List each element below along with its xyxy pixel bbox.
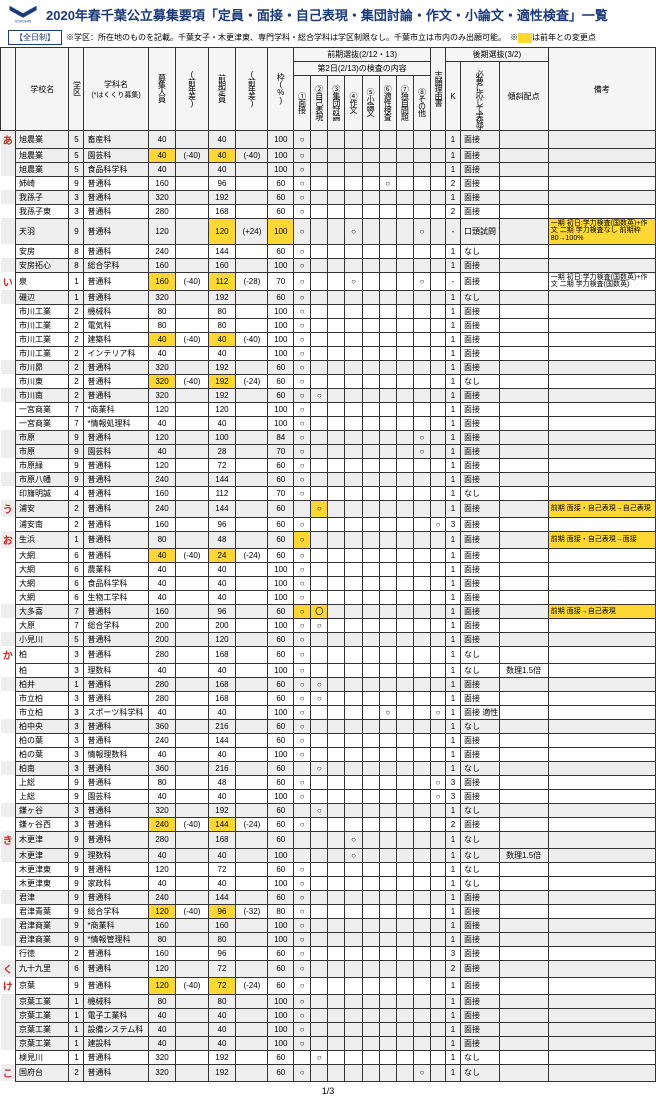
table-row: 市川工業2機械科8080100○1面接 — [1, 304, 656, 318]
table-row: 柏中央3普通科36021660○1なし — [1, 719, 656, 733]
hdr-waku: 枠(%) — [268, 48, 294, 131]
hdr-diff1: (前年差) — [176, 48, 208, 131]
page-number: 1/3 — [0, 1082, 656, 1100]
hdr-school: 学校名 — [15, 48, 69, 131]
table-row: 大多喜7普通科1609660○〇1面接前期 面接→自己表現 — [1, 604, 656, 618]
table-row: 上総9普通科804860○○3面接 — [1, 775, 656, 789]
table-row: 君津商業9*情報管理科8080100○1面接 — [1, 932, 656, 946]
hdr-c1: ①面接 — [294, 76, 311, 131]
table-row: こ国府台2普通科32019260○○1なし — [1, 1064, 656, 1081]
table-row: 柏南3普通科36021660○1なし — [1, 761, 656, 775]
table-row: 一宮商業7*情報処理科4040100○1面接 — [1, 416, 656, 430]
main-table: 学校名 学区 学科名(*はくくり募集) 募集人員 (前年差) 前期定員 (前年差… — [0, 47, 656, 1082]
hdr-c4: ④作文 — [345, 76, 362, 131]
hdr-zenki-cap: 前期定員 — [208, 48, 236, 131]
table-row: 市川東2普通科320(-40)192(-24)60○1なし — [1, 374, 656, 388]
table-row: 柏の葉3普通科24014460○1面接 — [1, 733, 656, 747]
page-title: 2020年春千葉公立募集要項「定員・面接・自己表現・集団討論・作文・小論文・適性… — [46, 5, 608, 24]
table-row: 市原八幡9普通科24014460○1面接 — [1, 472, 656, 486]
hdr-zenki: 前期選抜(2/12・13) — [294, 48, 431, 62]
hdr-day2: 第2日(2/13)の検査の内容 — [294, 62, 431, 76]
table-row: 安房8普通科24014460○1なし — [1, 244, 656, 258]
table-row: 市原9普通科12010084○○1面接 — [1, 430, 656, 444]
table-row: 検見川1普通科32019260○1なし — [1, 1050, 656, 1064]
table-row: 大網6農業科4040100○1面接 — [1, 562, 656, 576]
table-row: 京葉工業1設備システム科4040100○1面接 — [1, 1022, 656, 1036]
table-row: 市立柏3普通科28016860○○1面接 — [1, 691, 656, 705]
table-row: い泉1普通科160(-40)112(-28)70○○○-面接一期 初日:学力検査… — [1, 272, 656, 290]
hdr-c2: ②自己表現 — [311, 76, 328, 131]
table-row: 鎌ヶ谷3普通科32019260○1なし — [1, 803, 656, 817]
hdr-dept: 学科名(*はくくり募集) — [84, 48, 148, 131]
table-row: 旭農業5園芸科40(-40)40(-40)100○1面接 — [1, 148, 656, 162]
svg-text:ICHISHIN: ICHISHIN — [15, 19, 32, 23]
table-row: 我孫子東3普通科28016860○2面接 — [1, 204, 656, 218]
table-row: 行徳2普通科1609660○3面接 — [1, 946, 656, 960]
table-row: 市川工業2建築科40(-40)40(-40)100○1面接 — [1, 332, 656, 346]
hdr-keisha: 傾斜配点 — [499, 62, 548, 131]
zen-nichi-badge: 【全日制】 — [8, 30, 62, 45]
table-row: 市川昴2普通科32019260○1面接 — [1, 360, 656, 374]
table-row: 木更津9理数科4040100○1なし数理1.5倍 — [1, 848, 656, 862]
table-row: 大網6生物工学科4040100○1面接 — [1, 590, 656, 604]
table-row: 安房拓心8総合学科160160100○1面接 — [1, 258, 656, 272]
table-row: 市原9園芸科402870○○1面接 — [1, 444, 656, 458]
hdr-hitsuyou: 必要に応じて実施する検査 — [461, 62, 500, 131]
table-row: 柏3理数科4040100○1なし数理1.5倍 — [1, 663, 656, 677]
table-row: 京葉工業1機械科8080100○1面接 — [1, 994, 656, 1008]
table-row: 市原緑9普通科1207260○1面接 — [1, 458, 656, 472]
table-row: 京葉工業1建設科4040100○1面接 — [1, 1036, 656, 1050]
table-row: 君津商業9*商業科160160100○1面接 — [1, 918, 656, 932]
table-row: 姉崎9普通科1609660○○2面接 — [1, 176, 656, 190]
hdr-zone: 学区 — [69, 48, 84, 131]
table-row: 大原7総合学科200200100○○1面接 — [1, 618, 656, 632]
table-row: 大網6普通科40(-40)24(-24)60○1面接 — [1, 548, 656, 562]
table-row: 市川南2普通科32019260○○1面接 — [1, 388, 656, 402]
table-row: く九十九里6普通科1207260○2面接 — [1, 960, 656, 977]
table-row: 旭農業5食品科学科4040100○1面接 — [1, 162, 656, 176]
hdr-riyuu: 志願理由書 — [431, 48, 446, 131]
table-row: 君津9普通科24014460○1面接 — [1, 890, 656, 904]
table-row: お生浜1普通科804860○1面接前期 面接・自己表現→面接 — [1, 531, 656, 548]
table-row: 印旛明誠4普通科16011270○1なし — [1, 486, 656, 500]
table-row: 木更津東9家政科4040100○1なし — [1, 876, 656, 890]
table-row: う浦安2普通科24014460○1面接前期 面接・自己表現→自己表現 — [1, 500, 656, 517]
table-row: 柏井1普通科28016860○○1面接 — [1, 677, 656, 691]
school-logo: ICHISHIN — [8, 4, 38, 24]
table-row: け京葉9普通科120(-40)72(-24)60○1面接 — [1, 977, 656, 994]
header-note: ※学区：所在地のものを記載。千葉女子・木更津東、専門学科・総合学科は学区制限なし… — [66, 32, 648, 43]
table-row: 市川工業2電気科8080100○1面接 — [1, 318, 656, 332]
hdr-kouki: 後期選抜(3/2) — [446, 48, 549, 62]
table-row: 浦安南2普通科1609660○○3面接 — [1, 517, 656, 531]
hdr-c7: ⑦独自問題 — [396, 76, 413, 131]
table-row: 木更津東9普通科1207260○1なし — [1, 862, 656, 876]
table-row: 君津青葉9総合学科120(-40)96(-32)80○1面接 — [1, 904, 656, 918]
table-row: き木更津9普通科28016860○1なし — [1, 831, 656, 848]
table-row: 京葉工業1電子工業科4040100○1面接 — [1, 1008, 656, 1022]
table-row: 上総9園芸科4040100○○3面接 — [1, 789, 656, 803]
hdr-c3: ③集団討論 — [328, 76, 345, 131]
table-row: 一宮商業7*商業科120120100○1面接 — [1, 402, 656, 416]
hdr-k: K — [446, 62, 461, 131]
hdr-diff2: (前年差) — [236, 48, 268, 131]
table-row: あ旭農業5畜産科4040100○1面接 — [1, 131, 656, 149]
hdr-c8: ⑧その他 — [413, 76, 430, 131]
table-row: 小見川5普通科20012060○1面接 — [1, 632, 656, 646]
hdr-bikou: 備考 — [548, 48, 655, 131]
hdr-c5: ⑤小論文 — [362, 76, 379, 131]
table-row: 我孫子3普通科32019260○1面接 — [1, 190, 656, 204]
table-row: 市立柏3スポーツ科学科4040100○○○1面接 適性 — [1, 705, 656, 719]
hdr-capacity: 募集人員 — [148, 48, 176, 131]
table-row: 大網6食品科学科4040100○1面接 — [1, 576, 656, 590]
table-row: 市川工業2インテリア科4040100○1面接 — [1, 346, 656, 360]
table-row: 鎌ヶ谷西3普通科240(-40)144(-24)60○2面接 — [1, 817, 656, 831]
table-row: か柏3普通科28016860○1なし — [1, 646, 656, 663]
table-row: 天羽9普通科120120(+24)100○○○-口頭試問 面接一期 初日:学力検… — [1, 218, 656, 244]
hdr-c6: ⑥適性検査 — [379, 76, 396, 131]
table-row: 磯辺1普通科32019260○1なし — [1, 290, 656, 304]
table-row: 柏の葉3情報理数科4040100○1面接 — [1, 747, 656, 761]
